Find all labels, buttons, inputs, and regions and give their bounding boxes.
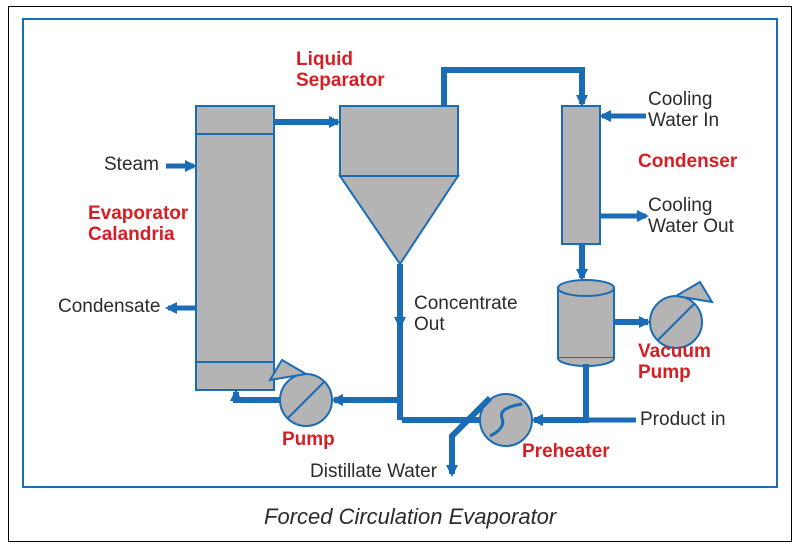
label-vacuum-pump: Vacuum Pump — [638, 342, 711, 384]
vacuum-pump — [650, 282, 712, 348]
label-distillate: Distillate Water — [310, 462, 437, 483]
label-cooling-in: Cooling Water In — [648, 90, 719, 132]
label-preheater: Preheater — [522, 442, 610, 463]
label-cooling-out: Cooling Water Out — [648, 196, 734, 238]
label-condenser: Condenser — [638, 152, 737, 173]
diagram-frame: Liquid Separator Evaporator Calandria Co… — [0, 0, 800, 548]
label-evaporator: Evaporator Calandria — [88, 204, 188, 246]
diagram-title: Forced Circulation Evaporator — [264, 504, 556, 530]
label-steam: Steam — [104, 155, 159, 176]
condenser — [562, 106, 600, 244]
evaporator-calandria — [196, 106, 274, 390]
circulation-pump — [270, 360, 332, 426]
label-condensate: Condensate — [58, 297, 160, 318]
label-pump: Pump — [282, 430, 335, 451]
liquid-separator — [340, 90, 458, 264]
receiver-vessel — [558, 280, 614, 366]
label-concentrate: Concentrate Out — [414, 294, 518, 336]
label-liquid-separator: Liquid Separator — [296, 50, 385, 92]
label-product-in: Product in — [640, 410, 726, 431]
